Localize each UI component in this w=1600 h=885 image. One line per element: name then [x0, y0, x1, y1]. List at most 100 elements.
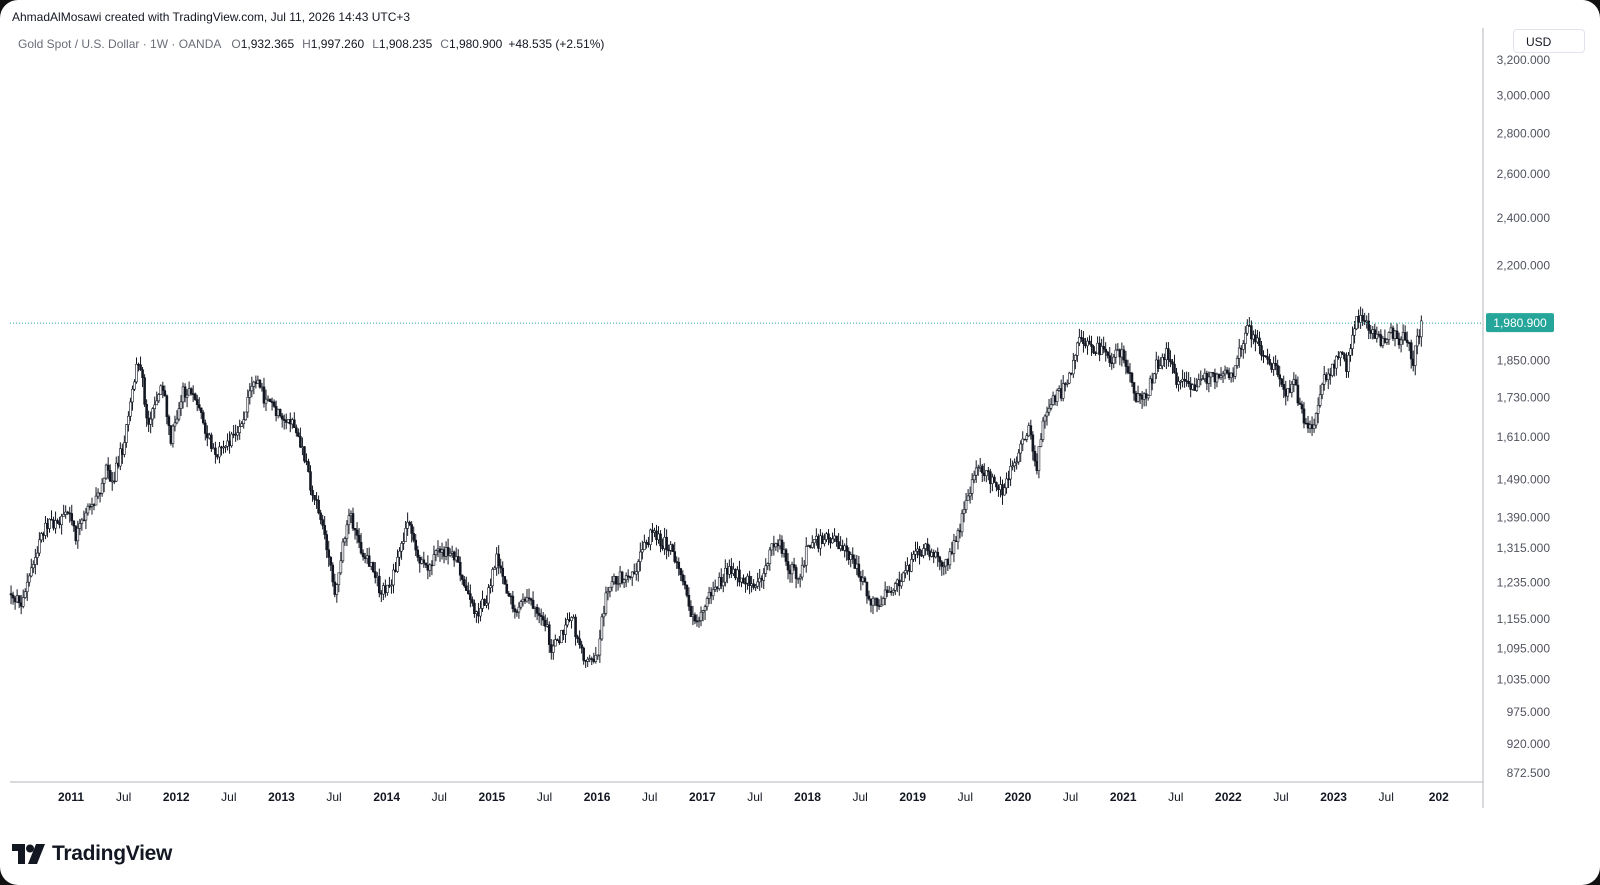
candle-body: [1375, 333, 1379, 339]
candle: [669, 541, 672, 555]
candle-body: [1300, 404, 1304, 410]
candle: [1132, 381, 1136, 401]
candle-body: [976, 467, 980, 469]
candle-body: [1053, 395, 1057, 402]
candle: [594, 646, 598, 664]
candle: [254, 375, 258, 389]
candle-body: [659, 533, 662, 547]
candle: [220, 445, 223, 456]
candle: [1067, 371, 1071, 385]
candle-body: [756, 581, 759, 587]
candle-body: [1189, 383, 1192, 390]
candle-body: [418, 557, 422, 564]
candle: [1043, 414, 1047, 429]
candle-body: [1067, 372, 1071, 384]
candle: [825, 531, 828, 543]
candle: [788, 564, 792, 583]
candle-body: [58, 522, 61, 526]
candle-body: [471, 599, 474, 604]
candle: [131, 385, 134, 411]
candle-body: [667, 549, 670, 552]
candles-group: [9, 306, 1423, 669]
candle-body: [1320, 383, 1324, 395]
candle: [695, 614, 699, 627]
candle-body: [446, 547, 450, 556]
candle-body: [562, 630, 565, 635]
candle-body: [1243, 332, 1247, 344]
candle: [250, 376, 254, 398]
candle: [406, 512, 409, 536]
candle: [1086, 337, 1089, 355]
candle-body: [545, 624, 549, 627]
candle-body: [1201, 378, 1205, 380]
candle: [19, 595, 23, 615]
candle-body: [707, 592, 711, 599]
time-tick-label: 202: [1429, 790, 1449, 804]
candle-body: [199, 407, 203, 413]
candle-body: [1217, 373, 1221, 379]
candle: [815, 528, 818, 546]
candle-body: [507, 592, 511, 597]
candle: [84, 507, 88, 530]
candle: [1029, 419, 1033, 440]
candle-body: [293, 419, 296, 428]
candle: [976, 464, 980, 476]
candle: [1418, 329, 1421, 345]
candle-body: [345, 524, 349, 539]
candle: [1339, 351, 1342, 367]
candle-body: [396, 556, 399, 572]
candle: [1278, 365, 1281, 387]
candle-body: [1371, 329, 1375, 334]
candle: [293, 412, 296, 428]
candle: [659, 530, 662, 553]
candle: [861, 569, 865, 586]
candle: [1161, 353, 1164, 370]
candle-body: [167, 416, 171, 426]
candle-body: [367, 555, 371, 567]
candle: [1225, 367, 1229, 375]
candle: [187, 381, 191, 396]
candle: [956, 528, 960, 550]
candle: [268, 398, 272, 402]
candle-body: [230, 433, 233, 447]
candle: [365, 548, 369, 564]
candle-body: [1395, 330, 1399, 339]
candle-body: [1260, 345, 1263, 356]
candle-body: [1015, 461, 1018, 464]
candle: [1057, 385, 1061, 392]
candle: [499, 558, 503, 574]
candle: [533, 606, 537, 618]
tradingview-logo[interactable]: TradingView: [12, 842, 172, 866]
candle: [604, 586, 608, 616]
candle-body: [766, 563, 770, 567]
candle: [1007, 470, 1010, 488]
candle-body: [527, 597, 531, 600]
candle-body: [1177, 381, 1180, 385]
candle-body: [879, 604, 883, 607]
candle-body: [197, 404, 201, 409]
candle-body: [96, 492, 100, 497]
candle-body: [863, 577, 867, 583]
candle-body: [276, 409, 280, 416]
candle-body: [580, 644, 583, 649]
candle: [1415, 328, 1419, 355]
candle: [206, 425, 209, 447]
candle-body: [384, 585, 387, 593]
candle: [527, 588, 531, 605]
candle-body: [877, 605, 881, 607]
candle-body: [1045, 411, 1049, 417]
candle: [776, 539, 780, 553]
candle-body: [865, 581, 869, 597]
candle: [1080, 329, 1083, 342]
currency-selector[interactable]: USD: [1513, 29, 1585, 53]
candle: [238, 419, 241, 440]
candle: [657, 526, 660, 544]
candle: [232, 425, 235, 439]
candle: [1142, 392, 1146, 407]
candle-body: [157, 394, 161, 402]
candle-body: [416, 549, 420, 558]
candle: [1181, 369, 1184, 388]
candle-body: [867, 595, 871, 600]
candle: [628, 575, 632, 580]
